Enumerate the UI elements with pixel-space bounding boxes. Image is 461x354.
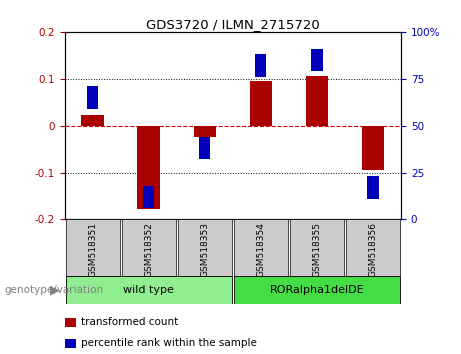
Text: GSM518351: GSM518351 <box>88 222 97 277</box>
Bar <box>290 219 344 276</box>
Title: GDS3720 / ILMN_2715720: GDS3720 / ILMN_2715720 <box>146 18 319 31</box>
Text: GSM518354: GSM518354 <box>256 222 266 277</box>
Bar <box>87 86 98 109</box>
Bar <box>234 219 288 276</box>
Bar <box>137 126 160 209</box>
Text: genotype/variation: genotype/variation <box>5 285 104 295</box>
Bar <box>122 219 176 276</box>
Bar <box>367 176 378 199</box>
Text: ▶: ▶ <box>50 284 60 297</box>
Bar <box>311 49 323 71</box>
Bar <box>65 276 232 304</box>
Text: GSM518352: GSM518352 <box>144 222 153 277</box>
Bar <box>234 276 400 304</box>
Text: wild type: wild type <box>123 285 174 295</box>
Bar <box>346 219 400 276</box>
Bar <box>82 115 104 126</box>
Text: GSM518353: GSM518353 <box>200 222 209 277</box>
Text: percentile rank within the sample: percentile rank within the sample <box>81 338 257 348</box>
Bar <box>306 76 328 126</box>
Text: GSM518356: GSM518356 <box>368 222 378 277</box>
Bar <box>199 137 210 159</box>
Text: RORalpha1delDE: RORalpha1delDE <box>270 285 364 295</box>
Text: GSM518355: GSM518355 <box>313 222 321 277</box>
Text: transformed count: transformed count <box>81 317 178 327</box>
Bar <box>143 186 154 208</box>
Bar <box>250 81 272 126</box>
Bar <box>362 126 384 170</box>
Bar <box>65 219 119 276</box>
Bar <box>255 55 266 77</box>
Bar <box>194 126 216 137</box>
Bar <box>178 219 232 276</box>
